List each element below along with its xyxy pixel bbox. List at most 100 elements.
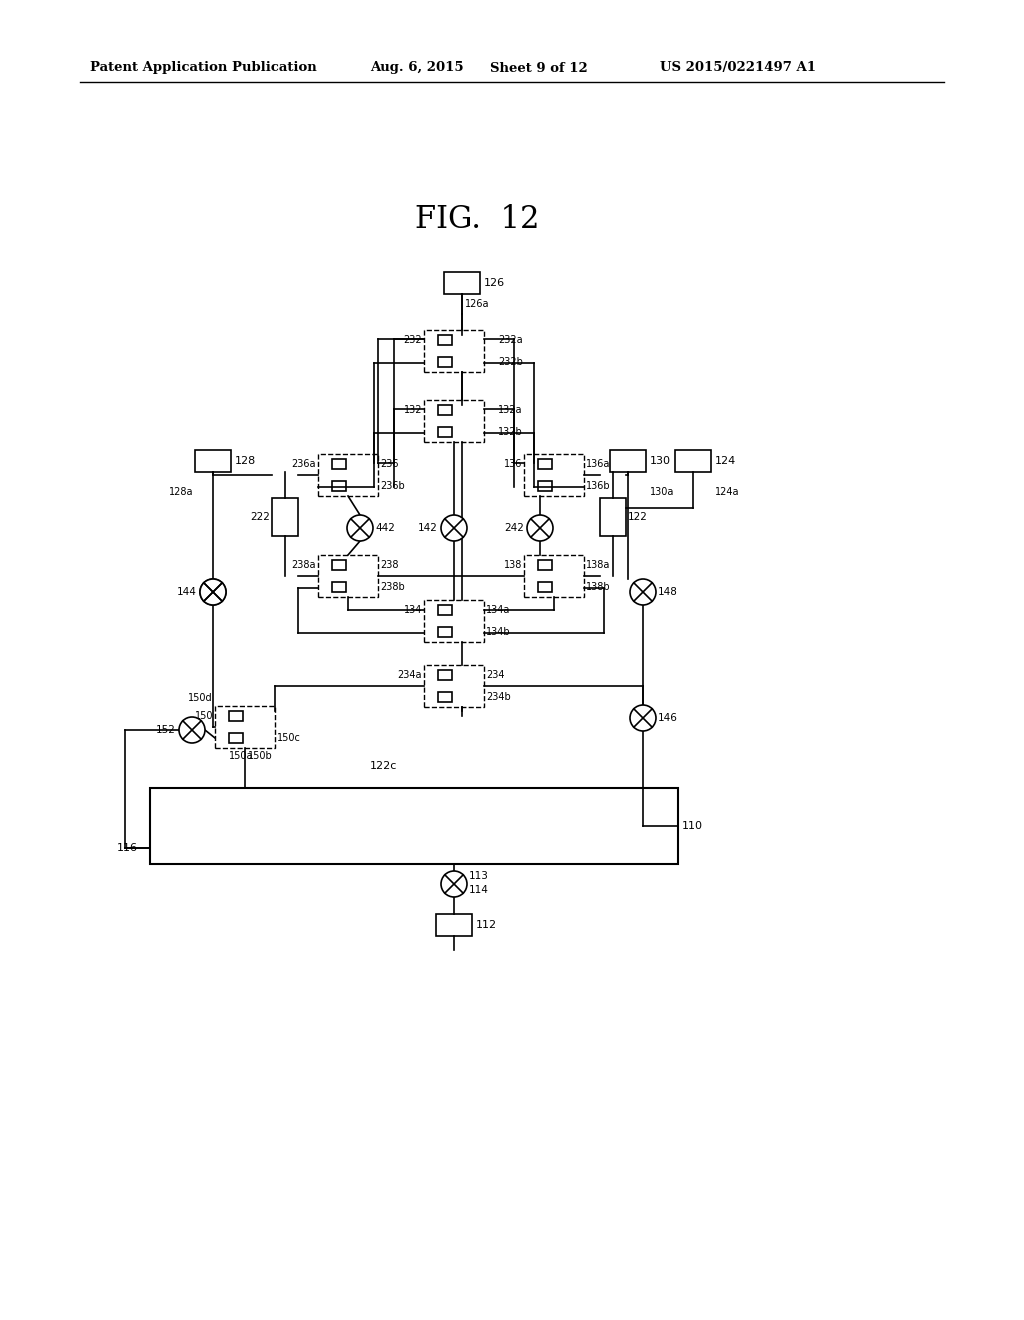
Bar xyxy=(332,560,346,570)
Circle shape xyxy=(441,515,467,541)
Text: 124a: 124a xyxy=(715,487,739,498)
Bar xyxy=(215,706,275,748)
Text: 134: 134 xyxy=(403,605,422,615)
Bar xyxy=(332,459,346,469)
Text: 234a: 234a xyxy=(397,671,422,680)
Bar xyxy=(600,498,626,536)
Bar xyxy=(438,692,452,702)
Text: Patent Application Publication: Patent Application Publication xyxy=(90,62,316,74)
Text: 128a: 128a xyxy=(169,487,193,498)
Bar xyxy=(538,480,552,491)
Text: 134b: 134b xyxy=(486,627,511,638)
Text: 238b: 238b xyxy=(380,582,404,591)
Bar xyxy=(195,450,231,473)
Text: 148: 148 xyxy=(658,587,678,597)
Circle shape xyxy=(200,579,226,605)
Text: 132: 132 xyxy=(403,405,422,414)
Bar xyxy=(610,450,646,473)
Bar xyxy=(424,400,484,442)
Text: 236a: 236a xyxy=(292,459,316,469)
Text: 150b: 150b xyxy=(248,751,272,762)
Text: 113: 113 xyxy=(469,871,488,880)
Text: 132b: 132b xyxy=(498,426,522,437)
Bar xyxy=(424,601,484,642)
Text: 122: 122 xyxy=(628,512,648,521)
Text: 122c: 122c xyxy=(370,762,397,771)
Bar xyxy=(675,450,711,473)
Text: 238a: 238a xyxy=(292,560,316,570)
Circle shape xyxy=(630,705,656,731)
Bar xyxy=(424,330,484,372)
Text: 112: 112 xyxy=(476,920,497,931)
Text: 234: 234 xyxy=(486,671,505,680)
Text: 136b: 136b xyxy=(586,480,610,491)
Text: 114: 114 xyxy=(469,884,488,895)
Text: 232a: 232a xyxy=(498,335,522,345)
Text: 136a: 136a xyxy=(586,459,610,469)
Bar xyxy=(272,498,298,536)
Text: 128: 128 xyxy=(234,455,256,466)
Bar xyxy=(436,913,472,936)
Text: 126a: 126a xyxy=(465,300,489,309)
Text: 150a: 150a xyxy=(229,751,254,762)
Bar xyxy=(538,459,552,469)
Text: 134a: 134a xyxy=(486,605,510,615)
Text: 138b: 138b xyxy=(586,582,610,591)
Bar xyxy=(332,480,346,491)
Text: 236: 236 xyxy=(380,459,398,469)
Bar xyxy=(424,665,484,708)
Text: 136: 136 xyxy=(504,459,522,469)
Bar xyxy=(538,560,552,570)
Bar xyxy=(438,405,452,414)
Text: 142: 142 xyxy=(418,523,438,533)
Bar xyxy=(332,582,346,591)
Circle shape xyxy=(630,579,656,605)
Text: 222: 222 xyxy=(250,512,270,521)
Bar xyxy=(229,711,243,721)
Bar xyxy=(318,554,378,597)
Text: 442: 442 xyxy=(375,523,395,533)
Text: 124: 124 xyxy=(715,455,736,466)
Text: 138: 138 xyxy=(504,560,522,570)
Circle shape xyxy=(527,515,553,541)
Bar xyxy=(538,582,552,591)
Bar xyxy=(438,426,452,437)
Bar xyxy=(438,627,452,638)
Bar xyxy=(229,733,243,743)
Bar xyxy=(524,454,584,496)
Text: FIG.  12: FIG. 12 xyxy=(415,205,540,235)
Circle shape xyxy=(347,515,373,541)
Text: 242: 242 xyxy=(504,523,524,533)
Text: 234b: 234b xyxy=(486,692,511,702)
Text: 152: 152 xyxy=(156,725,176,735)
Text: 130a: 130a xyxy=(650,487,675,498)
Text: 150: 150 xyxy=(195,711,213,721)
Circle shape xyxy=(441,871,467,898)
Circle shape xyxy=(200,579,226,605)
Text: 146: 146 xyxy=(658,713,678,723)
Text: 130: 130 xyxy=(650,455,671,466)
Text: 150c: 150c xyxy=(278,733,301,743)
Bar xyxy=(150,788,678,865)
Text: 144: 144 xyxy=(177,587,197,597)
Text: 132a: 132a xyxy=(498,405,522,414)
Bar xyxy=(444,272,480,294)
Text: 150d: 150d xyxy=(188,693,213,704)
Circle shape xyxy=(179,717,205,743)
Bar xyxy=(524,554,584,597)
Bar xyxy=(438,671,452,680)
Text: Sheet 9 of 12: Sheet 9 of 12 xyxy=(490,62,588,74)
Text: 138a: 138a xyxy=(586,560,610,570)
Text: US 2015/0221497 A1: US 2015/0221497 A1 xyxy=(660,62,816,74)
Bar xyxy=(438,356,452,367)
Text: 110: 110 xyxy=(682,821,703,832)
Text: 232b: 232b xyxy=(498,356,523,367)
Text: 126: 126 xyxy=(484,279,505,288)
Text: Aug. 6, 2015: Aug. 6, 2015 xyxy=(370,62,464,74)
Bar xyxy=(438,605,452,615)
Text: 232: 232 xyxy=(403,335,422,345)
Text: 236b: 236b xyxy=(380,480,404,491)
Text: 116: 116 xyxy=(117,843,138,853)
Bar xyxy=(318,454,378,496)
Text: 238: 238 xyxy=(380,560,398,570)
